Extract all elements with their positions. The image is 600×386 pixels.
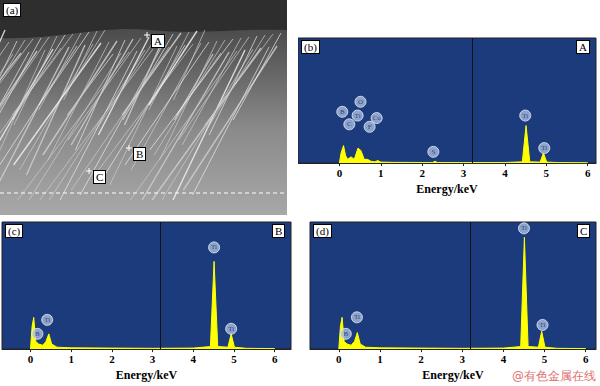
svg-text:B: B [35,330,40,338]
html-text:B: B [275,225,283,237]
svg-text:B: B [343,330,348,338]
html-text:(b): (b) [304,41,317,53]
svg-text:4: 4 [501,353,507,365]
svg-text:1: 1 [378,167,384,179]
svg-text:Energy/keV: Energy/keV [116,368,178,382]
svg-text:0: 0 [28,353,34,365]
svg-text:6: 6 [583,353,589,365]
svg-text:Cu: Cu [373,114,382,122]
svg-text:F: F [368,123,372,131]
svg-text:Ti: Ti [354,313,360,321]
svg-text:6: 6 [272,353,278,365]
svg-text:3: 3 [150,353,156,365]
svg-text:3: 3 [461,167,467,179]
html-text:@有色金属在线: @有色金属在线 [512,369,596,383]
svg-text:2: 2 [418,353,424,365]
svg-text:O: O [358,98,363,106]
svg-text:5: 5 [544,167,550,179]
svg-text:Energy/keV: Energy/keV [416,182,478,196]
svg-text:Ti: Ti [541,144,547,152]
svg-text:2: 2 [109,353,115,365]
svg-text:Ti: Ti [211,243,217,251]
html-text:A: A [154,35,162,47]
html-text:C: C [580,225,588,237]
svg-text:5: 5 [542,353,548,365]
svg-text:1: 1 [377,353,383,365]
svg-text:C: C [347,120,352,128]
svg-text:4: 4 [502,167,508,179]
html-text:(a): (a) [6,4,19,16]
svg-text:Ti: Ti [522,112,528,120]
svg-text:Ti: Ti [540,321,546,329]
html-text:C: C [96,171,104,183]
svg-text:Energy/keV: Energy/keV [422,368,484,382]
svg-text:S: S [431,148,435,156]
svg-text:0: 0 [336,353,342,365]
svg-text:Ti: Ti [44,316,50,324]
svg-text:6: 6 [585,167,591,179]
svg-text:0: 0 [337,167,343,179]
svg-text:5: 5 [231,353,237,365]
html-text:A: A [579,41,587,53]
html-text:B: B [136,148,144,160]
svg-text:Ti: Ti [521,224,527,232]
svg-text:Ti: Ti [355,112,361,120]
svg-text:1: 1 [68,353,74,365]
html-text:(c): (c) [8,225,21,237]
html-text:(d): (d) [316,225,329,237]
svg-text:B: B [340,108,345,116]
svg-text:3: 3 [460,353,466,365]
svg-text:4: 4 [191,353,197,365]
svg-text:Ti: Ti [228,325,234,333]
svg-text:2: 2 [419,167,425,179]
